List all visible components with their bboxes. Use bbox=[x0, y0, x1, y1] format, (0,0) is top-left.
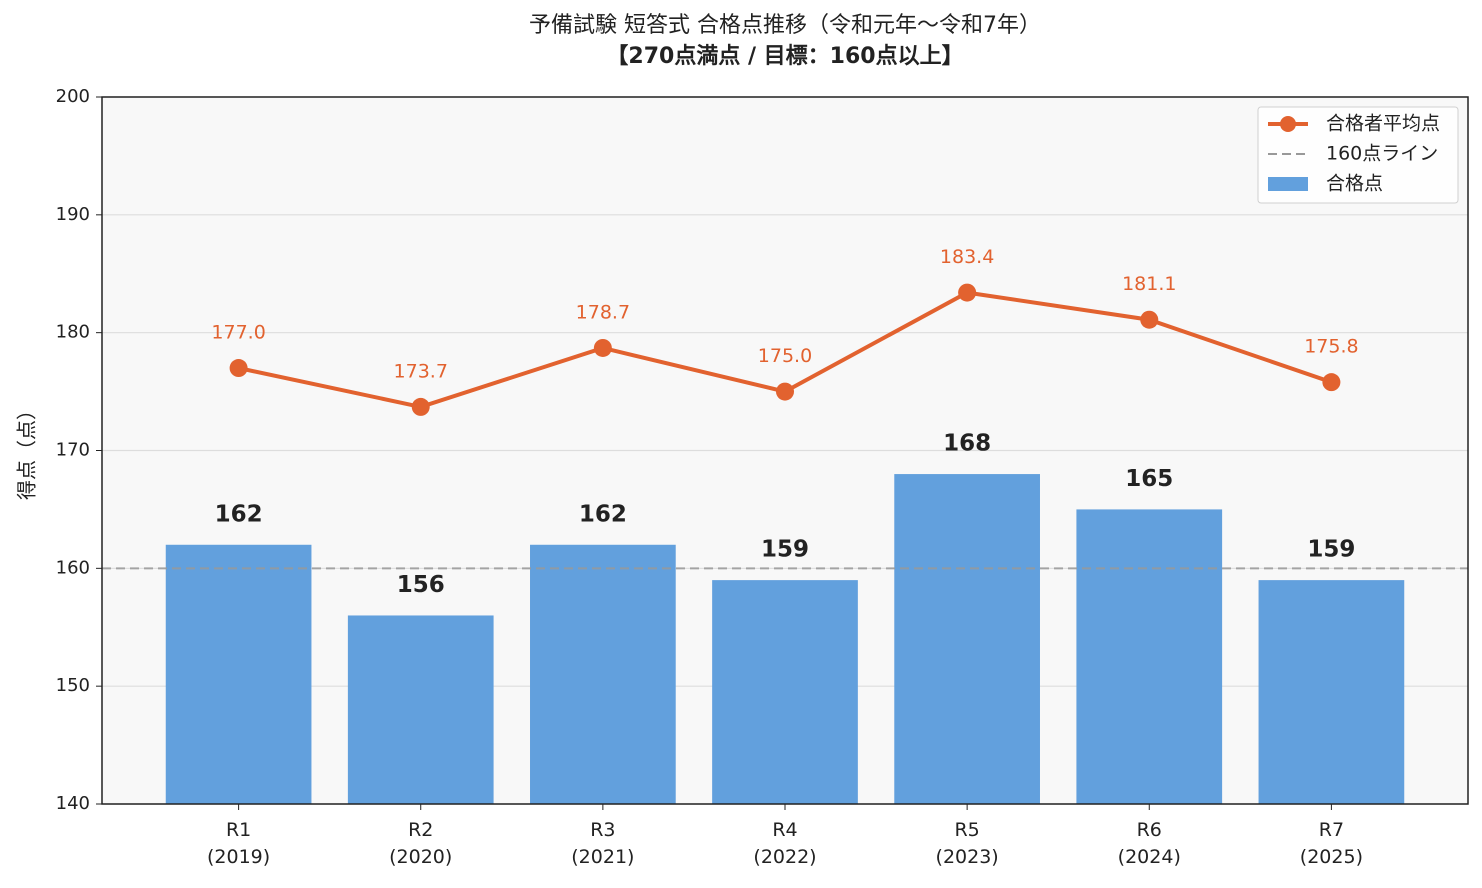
bar bbox=[1258, 580, 1405, 804]
y-tick-label: 160 bbox=[56, 557, 90, 578]
line-value-label: 183.4 bbox=[940, 246, 994, 268]
bar bbox=[1076, 509, 1223, 804]
legend-label: 合格者平均点 bbox=[1326, 113, 1440, 135]
y-tick-label: 150 bbox=[56, 675, 90, 696]
bar-value-label: 168 bbox=[943, 431, 991, 457]
bar-value-label: 162 bbox=[215, 501, 263, 527]
x-tick-label: R6 (2024) bbox=[1118, 819, 1181, 868]
legend-swatch bbox=[1268, 177, 1308, 191]
legend-label: 160点ライン bbox=[1326, 143, 1438, 165]
y-axis-label: 得点（点） bbox=[15, 400, 39, 500]
line-marker bbox=[776, 382, 794, 401]
line-value-label: 181.1 bbox=[1122, 273, 1176, 295]
bar bbox=[894, 474, 1040, 804]
plot-frame bbox=[101, 96, 1469, 805]
line-value-label: 175.8 bbox=[1304, 336, 1358, 358]
line-marker bbox=[1140, 310, 1159, 329]
legend-swatch bbox=[1280, 116, 1296, 132]
line-value-label: 175.0 bbox=[758, 345, 812, 367]
line-marker bbox=[1322, 373, 1341, 392]
line-marker bbox=[593, 338, 612, 357]
bar bbox=[347, 615, 494, 804]
bar bbox=[530, 544, 676, 804]
line-value-label: 173.7 bbox=[394, 360, 448, 382]
bar-value-label: 159 bbox=[761, 537, 809, 563]
y-tick-label: 170 bbox=[56, 440, 90, 461]
line-value-label: 177.0 bbox=[211, 322, 265, 344]
y-tick-label: 140 bbox=[56, 793, 90, 814]
line-value-label: 178.7 bbox=[576, 301, 630, 323]
line-marker bbox=[958, 283, 977, 302]
legend-label: 合格点 bbox=[1326, 173, 1383, 195]
y-tick-label: 200 bbox=[56, 86, 90, 107]
bar-value-label: 159 bbox=[1307, 537, 1355, 563]
x-tick-label: R2 (2020) bbox=[389, 819, 452, 868]
x-tick-label: R3 (2021) bbox=[571, 819, 634, 868]
bar bbox=[712, 580, 858, 804]
bar-value-label: 162 bbox=[579, 501, 627, 527]
line-marker bbox=[411, 397, 430, 416]
x-tick-label: R4 (2022) bbox=[753, 819, 816, 868]
bar-value-label: 156 bbox=[397, 572, 445, 598]
bar bbox=[165, 544, 312, 804]
y-tick-label: 190 bbox=[56, 204, 90, 225]
y-tick-label: 180 bbox=[56, 322, 90, 343]
chart-subtitle: 【270点満点 / 目標：160点以上】 bbox=[606, 43, 963, 69]
x-tick-label: R5 (2023) bbox=[936, 819, 999, 868]
x-tick-label: R1 (2019) bbox=[207, 819, 270, 868]
x-tick-label: R7 (2025) bbox=[1300, 819, 1363, 868]
chart-title: 予備試験 短答式 合格点推移（令和元年〜令和7年） bbox=[529, 13, 1041, 38]
line-marker bbox=[229, 359, 248, 378]
bar-value-label: 165 bbox=[1125, 466, 1173, 492]
